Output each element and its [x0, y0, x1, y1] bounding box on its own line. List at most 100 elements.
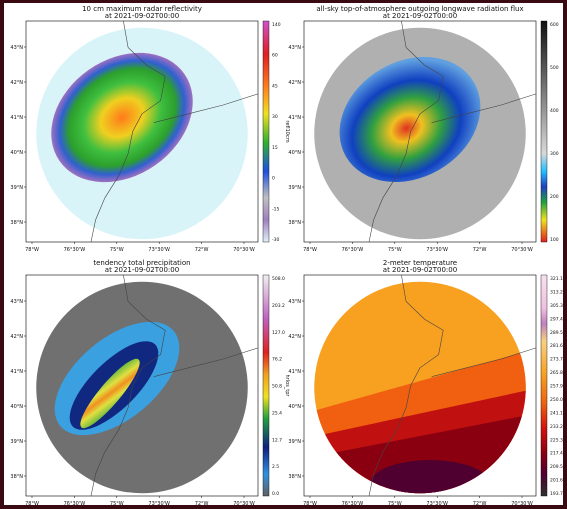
x-tick-label: 78°W — [303, 501, 317, 505]
colorbar-tick-label: 200 — [550, 194, 559, 200]
y-tick-label: 41°N — [10, 115, 23, 121]
y-tick-label: 42°N — [10, 334, 23, 340]
y-tick-label: 41°N — [288, 369, 301, 375]
y-tick-label: 40°N — [288, 150, 301, 156]
x-tick-label: 73°30'W — [148, 247, 170, 253]
colorbar-tick-label: 76.2 — [272, 357, 282, 363]
y-tick-label: 43°N — [288, 45, 301, 51]
x-tick-label: 78°W — [25, 247, 39, 253]
x-tick-label: 72°W — [195, 247, 209, 253]
chart-subtitle: at 2021-09-02T00:00 — [105, 266, 179, 274]
colorbar-tick-label: 50.8 — [272, 384, 282, 390]
colorbar-tick-label: 0.0 — [272, 491, 279, 497]
colorbar-tick-label: 233.2 — [550, 424, 563, 430]
colorbar-tick-label: 140 — [272, 22, 281, 28]
y-tick-label: 43°N — [288, 299, 301, 305]
colorbar-tick-label: 508.0 — [272, 276, 285, 282]
colorbar-tick-label: 500 — [550, 65, 559, 71]
colorbar-tick-label: -15 — [272, 206, 279, 212]
colorbar-tick-label: 600 — [550, 22, 559, 28]
x-tick-label: 72°W — [473, 247, 487, 253]
colorbar — [540, 274, 548, 497]
colorbar-tick-label: 300 — [550, 151, 559, 157]
colorbar-tick-label: 25.4 — [272, 410, 282, 416]
colorbar-tick-label: 400 — [550, 108, 559, 114]
chart-title: all-sky top-of-atmosphere outgoing longw… — [316, 5, 523, 13]
x-tick-label: 76°30'W — [64, 247, 86, 253]
olr-field — [339, 56, 481, 183]
colorbar-tick-label: 127.0 — [272, 330, 285, 336]
colorbar-tick-label: 273.7 — [550, 357, 563, 363]
colorbar-label: olr — [562, 128, 563, 135]
x-tick-label: 75°W — [388, 247, 402, 253]
y-tick-label: 43°N — [10, 299, 23, 305]
reflectivity-field — [51, 52, 193, 183]
colorbar-tick-label: 241.1 — [550, 410, 563, 416]
colorbar-tick-label: 313.2 — [550, 289, 563, 295]
x-tick-label: 75°W — [110, 501, 124, 505]
colorbar-tick-label: 225.3 — [550, 437, 563, 443]
colorbar-tick-label: 265.8 — [550, 370, 563, 376]
colorbar — [540, 20, 548, 243]
x-tick-label: 72°W — [473, 501, 487, 505]
coastline — [90, 274, 166, 497]
colorbar-label: hrlos_tpr — [284, 375, 290, 398]
coastline-longisland — [153, 93, 259, 123]
y-tick-label: 40°N — [10, 404, 23, 410]
x-tick-label: 70°30'W — [511, 501, 533, 505]
y-tick-label: 40°N — [10, 150, 23, 156]
coastline-longisland — [431, 93, 537, 123]
y-tick-label: 39°N — [288, 439, 301, 445]
colorbar-tick-label: 100 — [550, 237, 559, 243]
chart-subtitle: at 2021-09-02T00:00 — [105, 12, 179, 20]
colorbar-tick-label: 250.0 — [550, 397, 563, 403]
colorbar-tick-label: 193.7 — [550, 491, 563, 497]
x-tick-label: 78°W — [25, 501, 39, 505]
colorbar — [262, 274, 270, 497]
x-tick-label: 72°W — [195, 501, 209, 505]
y-tick-label: 39°N — [288, 185, 301, 191]
colorbar-tick-label: 0 — [272, 176, 275, 182]
y-tick-label: 42°N — [288, 334, 301, 340]
colorbar-tick-label: 2.5 — [272, 464, 279, 470]
y-tick-label: 38°N — [288, 474, 301, 480]
colorbar-tick-label: 257.9 — [550, 384, 563, 390]
coastline — [368, 274, 444, 497]
y-tick-label: 41°N — [288, 115, 301, 121]
y-tick-label: 41°N — [10, 369, 23, 375]
colorbar-tick-label: 217.4 — [550, 451, 563, 457]
y-tick-label: 38°N — [10, 220, 23, 226]
precip-heavy-band — [80, 358, 140, 429]
colorbar-tick-label: 289.5 — [550, 330, 563, 336]
temp-maximum-region — [370, 460, 490, 494]
colorbar-label: refl10cm — [284, 120, 290, 142]
chart-title: 10 cm maximum radar reflectivity — [82, 5, 202, 13]
colorbar-tick-label: 203.2 — [272, 303, 285, 309]
x-tick-label: 70°30'W — [233, 247, 255, 253]
colorbar-tick-label: 321.1 — [550, 276, 563, 282]
colorbar-tick-label: 45 — [272, 83, 278, 89]
y-tick-label: 39°N — [10, 439, 23, 445]
x-tick-label: 73°30'W — [426, 501, 448, 505]
y-tick-label: 42°N — [10, 80, 23, 86]
colorbar-tick-label: 15 — [272, 145, 278, 151]
x-tick-label: 70°30'W — [511, 247, 533, 253]
chart-panel-2: all-sky top-of-atmosphere outgoing longw… — [288, 5, 567, 253]
colorbar-tick-label: -30 — [272, 237, 279, 243]
x-tick-label: 73°30'W — [148, 501, 170, 505]
chart-subtitle: at 2021-09-02T00:00 — [383, 266, 457, 274]
x-tick-label: 70°30'W — [233, 501, 255, 505]
chart-title: 2-meter temperature — [383, 259, 457, 267]
colorbar-tick-label: 60 — [272, 53, 278, 59]
x-tick-label: 75°W — [110, 247, 124, 253]
x-tick-label: 75°W — [388, 501, 402, 505]
colorbar-tick-label: 30 — [272, 114, 278, 120]
y-tick-label: 43°N — [10, 45, 23, 51]
y-tick-label: 40°N — [288, 404, 301, 410]
y-tick-label: 39°N — [10, 185, 23, 191]
y-tick-label: 42°N — [288, 80, 301, 86]
